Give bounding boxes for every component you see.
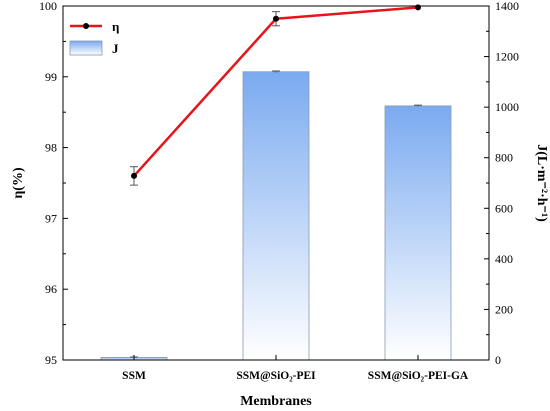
right-axis-tick-label: 800 [495, 151, 513, 165]
left-axis: 95 96 97 98 99 100 [39, 0, 68, 367]
efficiency-point [415, 4, 421, 11]
legend-eta-label: η [112, 19, 119, 34]
flux-bar [384, 105, 452, 361]
left-axis-tick-label: 98 [45, 141, 57, 155]
right-axis-tick-label: 400 [495, 252, 513, 266]
left-axis-tick-label: 99 [45, 70, 57, 84]
efficiency-point [273, 15, 279, 22]
right-axis-tick-label: 200 [495, 302, 513, 316]
right-axis-tick-label: 1000 [495, 100, 519, 114]
flux-bars [100, 70, 452, 361]
right-axis-tick-label: 600 [495, 201, 513, 215]
legend-j-label: J [112, 41, 119, 56]
legend-bar-swatch [69, 40, 103, 56]
right-axis-tick-label: 0 [495, 353, 501, 367]
flux-bar [242, 71, 310, 361]
right-axis-tick-label: 1400 [495, 0, 519, 13]
right-axis: 0 200 400 600 800 1000 1200 1400 [484, 0, 519, 367]
left-axis-tick-label: 96 [45, 282, 57, 296]
legend-line-marker [83, 23, 89, 29]
right-axis-title: J(L·m⁻²·h⁻¹) [534, 144, 549, 222]
efficiency-point [131, 172, 137, 179]
left-axis-title: η(%) [11, 167, 26, 199]
x-axis: SSM SSM@SiO₂-PEI SSM@SiO₂-PEI-GA [122, 355, 469, 382]
x-axis-category-label: SSM@SiO₂-PEI-GA [368, 370, 469, 382]
left-axis-tick-label: 95 [45, 353, 57, 367]
x-axis-category-label: SSM@SiO₂-PEI [236, 370, 316, 382]
right-axis-tick-label: 1200 [495, 50, 519, 64]
x-axis-title: Membranes [240, 394, 312, 409]
left-axis-tick-label: 97 [45, 211, 57, 225]
legend: η J [69, 19, 119, 56]
efficiency-line [130, 4, 421, 186]
left-axis-tick-label: 100 [39, 0, 57, 13]
x-axis-category-label: SSM [122, 370, 146, 382]
